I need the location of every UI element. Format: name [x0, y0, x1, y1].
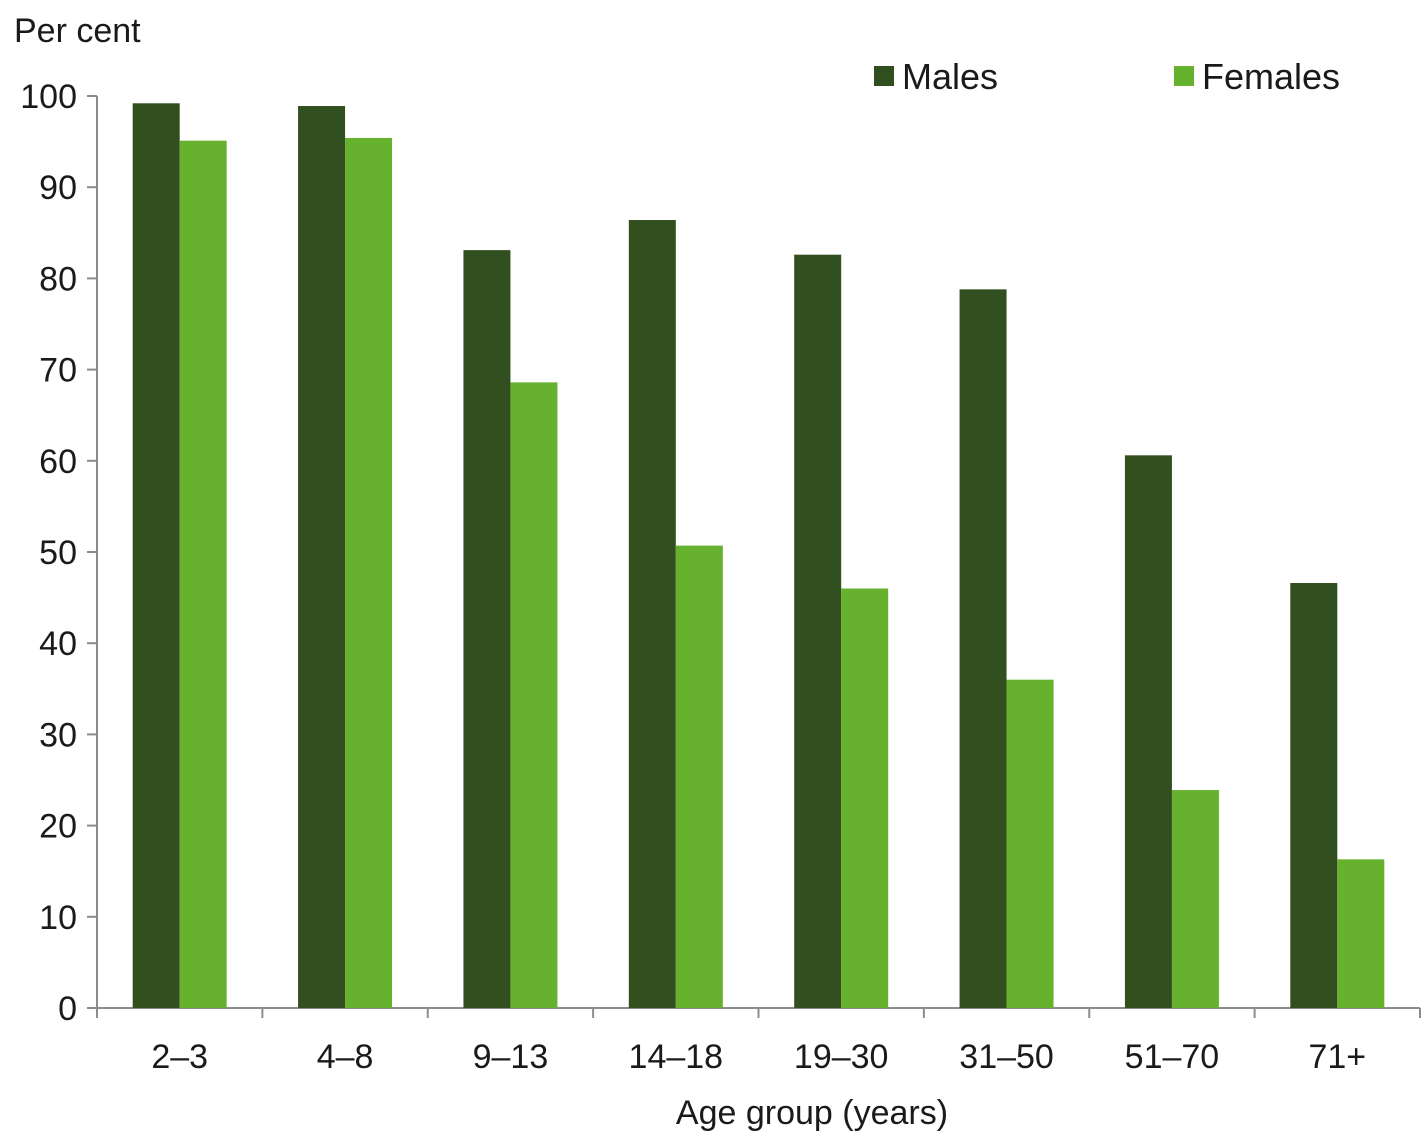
x-tick-label: 19–30 [794, 1038, 889, 1076]
y-tick-label: 70 [39, 352, 77, 390]
x-tick-label: 9–13 [473, 1038, 549, 1076]
bar-females-2 [510, 382, 558, 1008]
x-tick-label: 4–8 [317, 1038, 374, 1076]
x-tick-label: 71+ [1308, 1038, 1366, 1076]
x-tick-label: 14–18 [629, 1038, 724, 1076]
y-axis: 0 10 20 30 40 50 60 70 80 90 100 [20, 78, 98, 1028]
x-axis: 2–3 4–8 9–13 14–18 19–30 31–50 51–70 71+ [96, 1007, 1421, 1076]
bar-males-5 [959, 289, 1007, 1008]
y-tick-label: 100 [20, 78, 77, 116]
legend-swatch-males [874, 66, 894, 86]
bar-males-6 [1124, 455, 1172, 1008]
legend: Males Females [874, 56, 1340, 97]
bar-males-4 [794, 254, 842, 1009]
bar-males-1 [298, 106, 346, 1009]
bars [132, 103, 1385, 1009]
x-tick-label: 51–70 [1125, 1038, 1220, 1076]
legend-label-males: Males [902, 56, 998, 97]
legend-swatch-females [1174, 66, 1194, 86]
bar-females-6 [1171, 790, 1219, 1008]
y-tick-label: 40 [39, 625, 77, 663]
y-tick-label: 60 [39, 443, 77, 481]
bar-males-0 [132, 103, 180, 1008]
bar-females-1 [345, 137, 393, 1008]
y-tick-label: 50 [39, 534, 77, 572]
bar-females-3 [675, 545, 723, 1008]
y-tick-label: 20 [39, 808, 77, 846]
y-axis-title: Per cent [14, 12, 141, 50]
bar-males-7 [1290, 583, 1338, 1008]
legend-label-females: Females [1202, 56, 1340, 97]
bar-males-2 [463, 250, 511, 1009]
y-tick-label: 80 [39, 260, 77, 298]
x-axis-title: Age group (years) [676, 1094, 948, 1132]
x-tick-label: 31–50 [959, 1038, 1054, 1076]
y-tick-label: 0 [58, 990, 77, 1028]
bar-males-3 [628, 220, 676, 1009]
bar-females-4 [841, 588, 889, 1008]
x-tick-label: 2–3 [151, 1038, 208, 1076]
bar-females-7 [1337, 859, 1385, 1008]
y-tick-label: 10 [39, 899, 77, 937]
bar-females-5 [1006, 679, 1054, 1008]
y-tick-label: 30 [39, 716, 77, 754]
y-tick-label: 90 [39, 169, 77, 207]
bar-females-0 [179, 140, 227, 1009]
